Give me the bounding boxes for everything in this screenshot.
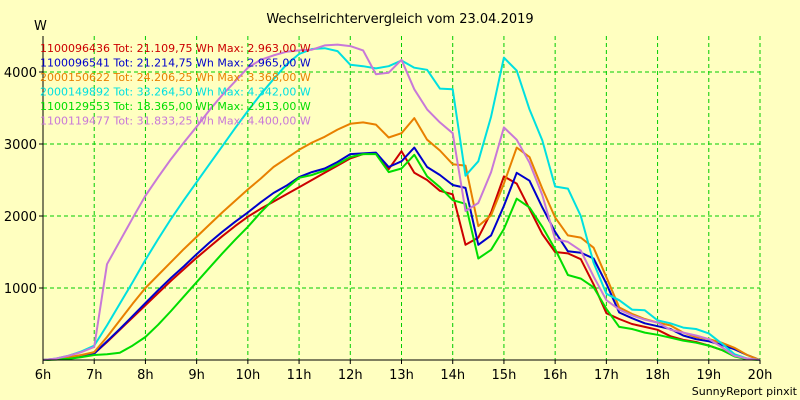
x-tick-label: 6h xyxy=(35,368,52,383)
x-tick-label: 12h xyxy=(338,368,363,383)
series-line-1100096541 xyxy=(42,146,761,361)
chart-title: Wechselrichtervergleich vom 23.04.2019 xyxy=(266,12,533,27)
axis-layer xyxy=(39,36,761,364)
x-tick-label: 13h xyxy=(389,368,414,383)
x-tick-label: 15h xyxy=(492,368,517,383)
x-tick-label: 17h xyxy=(594,368,619,383)
x-tick-label: 16h xyxy=(543,368,568,383)
x-tick-label: 8h xyxy=(137,368,154,383)
x-tick-label: 20h xyxy=(748,368,773,383)
y-tick-label: 2000 xyxy=(4,210,37,225)
series-layer xyxy=(42,43,761,361)
legend-entry-1100096436: 1100096436 Tot: 21.109,75 Wh Max: 2.963,… xyxy=(40,42,311,55)
series-line-1100129553 xyxy=(42,153,761,361)
legend-entry-1100129553: 1100129553 Tot: 18.365,00 Wh Max: 2.913,… xyxy=(40,100,311,113)
x-tick-label: 14h xyxy=(440,368,465,383)
legend-entry-1100119477: 1100119477 Tot: 31.833,25 Wh Max: 4.400,… xyxy=(40,115,311,128)
x-tick-label: 18h xyxy=(645,368,670,383)
y-tick-label: 4000 xyxy=(4,66,37,81)
series-line-1100096436 xyxy=(42,150,761,361)
footer-credit: SunnyReport pinxit xyxy=(692,385,798,398)
legend-entry-1100096541: 1100096541 Tot: 21.214,75 Wh Max: 2.965,… xyxy=(40,57,311,70)
y-tick-label: 3000 xyxy=(4,138,37,153)
x-tick-label: 7h xyxy=(86,368,103,383)
x-tick-label: 11h xyxy=(287,368,312,383)
legend-entry-2000150622: 2000150622 Tot: 24.206,25 Wh Max: 3.368,… xyxy=(40,71,311,84)
x-tick-label: 9h xyxy=(188,368,205,383)
x-tick-label: 19h xyxy=(696,368,721,383)
legend: 1100096436 Tot: 21.109,75 Wh Max: 2.963,… xyxy=(40,42,311,128)
legend-entry-2000149892: 2000149892 Tot: 33.264,50 Wh Max: 4.342,… xyxy=(40,86,311,99)
series-line-1100119477 xyxy=(42,43,761,361)
x-tick-label: 10h xyxy=(235,368,260,383)
label-layer: 6h 7h 8h 9h 10h 11h 12h 13h 14h 15h 16h 17h 18h 19h 20… xyxy=(4,66,772,383)
y-tick-label: 1000 xyxy=(4,282,37,297)
y-axis-unit-label: W xyxy=(34,19,47,34)
